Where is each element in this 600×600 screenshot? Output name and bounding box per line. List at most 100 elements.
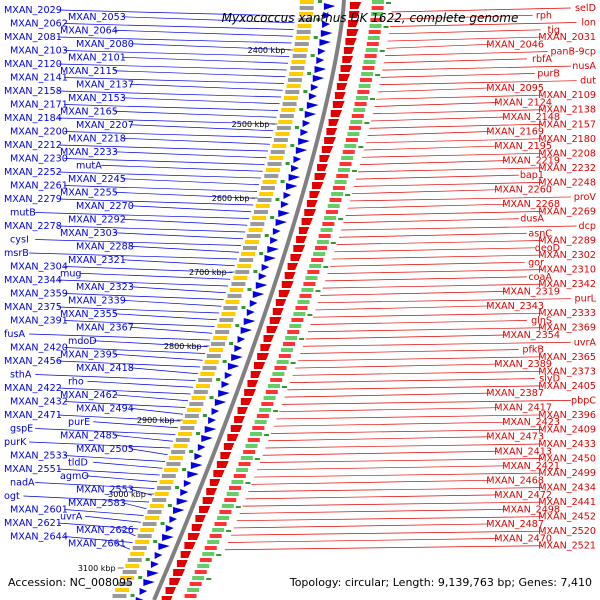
label-connector <box>130 83 283 91</box>
green-feature-mark <box>299 338 305 340</box>
label-connector <box>130 245 239 253</box>
label-connector <box>35 428 176 435</box>
label-connector <box>273 421 506 427</box>
label-connector <box>130 43 291 51</box>
label-connector <box>58 522 139 530</box>
gene-label-reverse: MXAN_2323 <box>76 282 134 293</box>
gene-label-forward: MXAN_2409 <box>538 424 596 435</box>
feature-block <box>171 450 186 454</box>
green-feature-mark <box>294 126 299 129</box>
label-connector <box>279 407 498 413</box>
gene-label-forward: MXAN_2310 <box>538 265 596 276</box>
green-feature-mark <box>189 450 194 453</box>
label-connector <box>289 378 535 383</box>
feature-block <box>207 540 220 544</box>
label-connector <box>85 475 158 483</box>
feature-block <box>204 546 217 550</box>
forward-cds-arrow <box>338 74 351 81</box>
feature-block <box>327 204 340 208</box>
forward-cds-arrow <box>230 425 243 432</box>
feature-block <box>226 492 239 496</box>
reverse-cds-arrow <box>237 336 246 343</box>
label-connector <box>385 51 548 56</box>
label-connector <box>115 542 130 550</box>
label-connector <box>329 261 525 267</box>
label-connector <box>262 450 498 456</box>
forward-cds-arrow <box>240 398 253 405</box>
forward-cds-arrow <box>275 299 287 306</box>
gene-label-forward: purB <box>537 68 560 79</box>
label-connector <box>114 70 286 78</box>
reverse-cds-arrow <box>231 354 243 361</box>
feature-block <box>353 108 366 112</box>
reverse-cds-arrow <box>135 597 144 600</box>
feature-block <box>240 456 253 460</box>
label-connector <box>271 429 542 434</box>
label-connector <box>64 320 215 327</box>
feature-block <box>245 444 258 448</box>
forward-cds-arrow <box>250 371 262 378</box>
scale-tick-label: 2600 kbp <box>212 194 250 203</box>
gene-label-reverse: MXAN_2359 <box>10 289 68 300</box>
feature-block <box>140 528 155 532</box>
gene-label-reverse: MXAN_2101 <box>68 52 126 63</box>
gene-label-forward: proV <box>574 192 597 203</box>
green-feature-mark <box>323 266 329 268</box>
scale-tick-label: 2500 kbp <box>232 120 270 129</box>
gene-label-forward: MXAN_2423 <box>502 417 560 428</box>
gene-label-reverse: mutA <box>76 160 102 171</box>
label-connector <box>87 380 194 388</box>
green-feature-mark <box>330 242 336 244</box>
forward-cds-arrow <box>317 164 328 171</box>
label-connector <box>265 443 542 449</box>
gene-label-reverse: MXAN_2420 <box>10 343 68 354</box>
reverse-cds-arrow <box>310 84 319 91</box>
feature-block <box>367 36 380 40</box>
feature-block <box>282 102 297 106</box>
label-connector <box>64 455 166 462</box>
label-connector <box>58 306 220 314</box>
feature-block <box>166 462 181 466</box>
feature-block <box>331 192 344 196</box>
reverse-cds-arrow <box>316 57 325 64</box>
feature-block <box>246 234 261 238</box>
label-connector <box>130 367 198 375</box>
reverse-cds-arrow <box>214 399 227 406</box>
forward-cds-arrow <box>328 119 340 126</box>
forward-cds-arrow <box>334 92 346 99</box>
feature-block <box>342 150 355 154</box>
feature-block <box>149 504 164 508</box>
forward-cds-arrow <box>345 38 357 45</box>
feature-block <box>243 450 256 454</box>
feature-block <box>147 510 162 514</box>
green-feature-mark <box>264 434 270 436</box>
gene-label-forward: MXAN_2452 <box>538 512 596 523</box>
feature-block <box>299 6 314 10</box>
feature-block <box>295 306 308 310</box>
reverse-cds-arrow <box>201 435 213 442</box>
reverse-cds-arrow <box>264 255 276 262</box>
feature-block <box>142 522 157 526</box>
gene-label-reverse: MXAN_2279 <box>4 194 62 205</box>
forward-cds-arrow <box>199 506 211 513</box>
green-feature-mark <box>383 26 389 28</box>
label-connector <box>334 247 535 253</box>
reverse-cds-arrow <box>190 462 203 469</box>
feature-block <box>369 24 382 28</box>
gene-label-forward: MXAN_2520 <box>538 526 596 537</box>
label-connector <box>130 326 213 334</box>
feature-block <box>199 558 212 562</box>
feature-block <box>209 534 222 538</box>
feature-block <box>244 240 259 244</box>
reverse-cds-arrow <box>197 444 206 451</box>
gene-label-forward: MXAN_2405 <box>538 381 596 392</box>
forward-cds-arrow <box>234 416 245 423</box>
green-feature-mark <box>345 194 351 196</box>
gene-label-forward: dcp <box>579 221 596 232</box>
gene-label-reverse: MXAN_2184 <box>4 113 62 124</box>
green-feature-mark <box>285 162 290 165</box>
green-feature-mark <box>315 290 321 292</box>
label-connector <box>29 333 210 341</box>
feature-block <box>329 198 342 202</box>
feature-block <box>285 90 300 94</box>
